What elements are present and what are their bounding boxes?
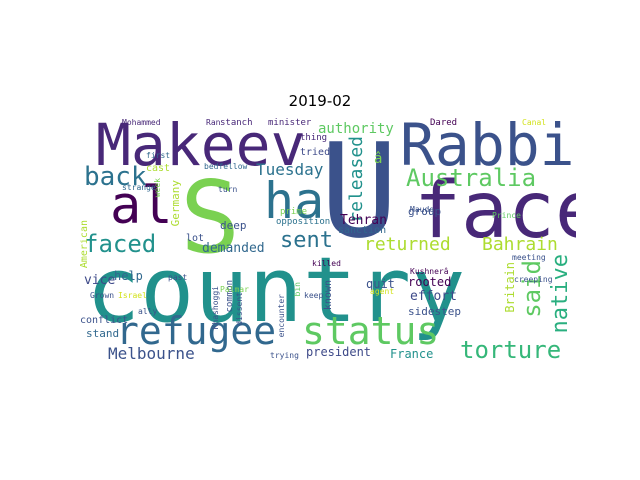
cloud-word: ha	[264, 172, 325, 230]
cloud-word: effort	[410, 289, 457, 304]
cloud-word: stand	[86, 327, 120, 340]
cloud-word: tried	[300, 147, 331, 158]
cloud-word: Tuesday	[256, 160, 324, 179]
cloud-word: creeping	[514, 275, 553, 284]
cloud-word: encounter	[277, 294, 286, 338]
cloud-word: bin	[293, 282, 302, 297]
cloud-word: said	[518, 260, 546, 318]
cloud-word: status	[302, 309, 440, 353]
cloud-word: opposition	[276, 217, 331, 227]
cloud-word: meeting	[512, 253, 546, 262]
cloud-word: turn	[218, 185, 238, 194]
cloud-word: Dared	[430, 118, 458, 128]
cloud-word: country	[86, 238, 466, 343]
cloud-word: back	[84, 162, 147, 192]
cloud-word: Khashoggi	[211, 286, 220, 330]
cloud-word: sanction	[338, 225, 387, 236]
cloud-word: group	[408, 205, 442, 218]
cloud-word: Kushnerâ	[410, 267, 449, 276]
cloud-word: first	[146, 151, 171, 160]
cloud-word: Canal	[522, 118, 547, 127]
cloud-word: thing	[300, 133, 328, 143]
chart-title: 2019-02	[288, 92, 352, 110]
cloud-word: Tehran	[340, 213, 387, 228]
cloud-word: refugee	[116, 309, 277, 353]
cloud-word: ally	[138, 307, 158, 316]
cloud-word: cast	[146, 163, 171, 174]
cloud-word: prime	[280, 207, 308, 217]
cloud-word: authority	[318, 121, 394, 137]
cloud-word: known	[323, 280, 334, 311]
cloud-word: quit	[366, 277, 395, 291]
cloud-word: Ran	[206, 118, 221, 127]
cloud-word: help	[114, 269, 143, 283]
cloud-word: minister	[268, 118, 312, 128]
word-cloud: countrySUface Makeev Rabbi ha al refugee statu…	[80, 116, 576, 366]
cloud-word: U	[320, 116, 399, 267]
cloud-word: Palmar	[220, 285, 249, 294]
cloud-word: dissent	[235, 292, 244, 326]
cloud-word: native	[548, 254, 573, 334]
cloud-word: torture	[460, 336, 562, 364]
cloud-word: killed	[312, 259, 341, 268]
cloud-word: face	[414, 166, 576, 256]
cloud-word: stanch	[220, 118, 253, 128]
cloud-word: trying	[270, 351, 299, 360]
cloud-word: president	[306, 345, 372, 359]
cloud-word: past	[168, 273, 188, 282]
cloud-word: Mohammed	[122, 118, 161, 127]
cloud-word: strange	[122, 183, 156, 192]
cloud-word: Grown	[90, 291, 115, 300]
cloud-word: week	[153, 178, 162, 198]
cloud-word: conflict	[80, 315, 129, 326]
cloud-word: Israel	[118, 291, 147, 300]
cloud-word: lot	[186, 233, 205, 244]
cloud-word: returned	[364, 234, 451, 255]
cloud-word: Maude	[410, 205, 435, 214]
cloud-word: Melbourne	[108, 344, 195, 363]
cloud-word: France	[390, 347, 434, 361]
cloud-word: sidestep	[408, 305, 461, 318]
cloud-word: al	[110, 176, 173, 236]
cloud-word: Rabbi	[400, 116, 575, 179]
cloud-word: keep	[304, 291, 324, 300]
cloud-word: Britain	[503, 262, 517, 313]
cloud-word: â	[374, 151, 383, 167]
cloud-word: agent	[370, 287, 395, 296]
cloud-word: faced	[84, 230, 157, 258]
cloud-word: demanded	[202, 241, 265, 256]
cloud-word: Prince	[492, 211, 521, 220]
cloud-word: Bahrain	[482, 234, 558, 255]
cloud-word: S	[180, 159, 241, 276]
cloud-word: Australia	[406, 164, 537, 192]
cloud-word: rooted	[408, 275, 452, 289]
cloud-word: released	[346, 136, 367, 223]
cloud-word: sent	[280, 228, 333, 253]
cloud-word: bedfellow	[204, 162, 248, 171]
cloud-word: deep	[220, 219, 247, 232]
cloud-word: Makeev	[96, 116, 306, 179]
cloud-word: vice	[84, 273, 116, 288]
cloud-word: Germany	[169, 180, 182, 227]
cloud-word: American	[80, 220, 90, 269]
